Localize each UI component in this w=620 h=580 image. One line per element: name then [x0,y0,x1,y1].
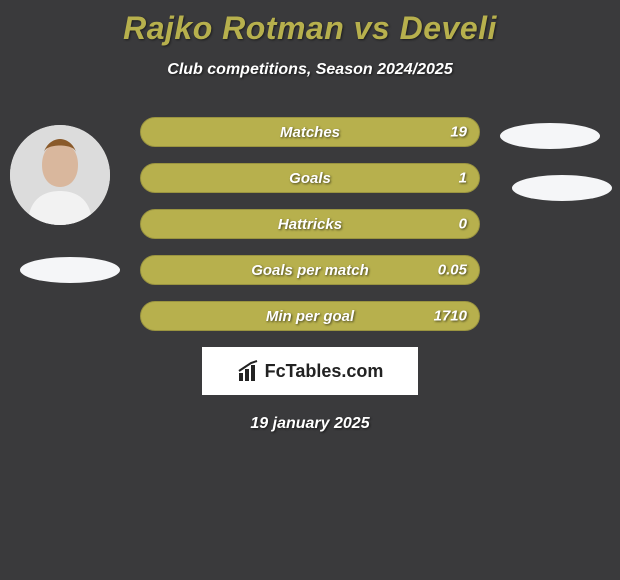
subtitle: Club competitions, Season 2024/2025 [0,61,620,79]
stat-label: Min per goal [266,308,354,325]
brand-text: FcTables.com [265,361,384,382]
brand-suffix: .com [341,361,383,381]
stat-row-goals: Goals 1 [140,163,480,193]
stat-label: Goals per match [251,262,369,279]
stat-label: Matches [280,124,340,141]
stat-label: Hattricks [278,216,342,233]
comparison-panel: Matches 19 Goals 1 Hattricks 0 Goals per… [0,117,620,331]
stat-right-value: 19 [450,124,467,141]
brand-badge: FcTables.com [202,347,418,395]
decoration-ellipse-right-2 [512,175,612,201]
decoration-ellipse-right-1 [500,123,600,149]
stat-right-value: 1710 [434,308,467,325]
player-portrait-icon [10,125,110,225]
bar-line-chart-icon [237,359,261,383]
page-title: Rajko Rotman vs Develi [0,0,620,47]
stat-row-goals-per-match: Goals per match 0.05 [140,255,480,285]
stat-row-min-per-goal: Min per goal 1710 [140,301,480,331]
stats-bars: Matches 19 Goals 1 Hattricks 0 Goals per… [140,117,480,331]
stat-right-value: 0 [459,216,467,233]
footer-date: 19 january 2025 [0,415,620,433]
stat-right-value: 1 [459,170,467,187]
stat-row-hattricks: Hattricks 0 [140,209,480,239]
stat-label: Goals [289,170,331,187]
decoration-ellipse-left [20,257,120,283]
avatar-left [10,125,110,225]
brand-main: Tables [286,361,342,381]
brand-prefix: Fc [265,361,286,381]
stat-row-matches: Matches 19 [140,117,480,147]
stat-right-value: 0.05 [438,262,467,279]
